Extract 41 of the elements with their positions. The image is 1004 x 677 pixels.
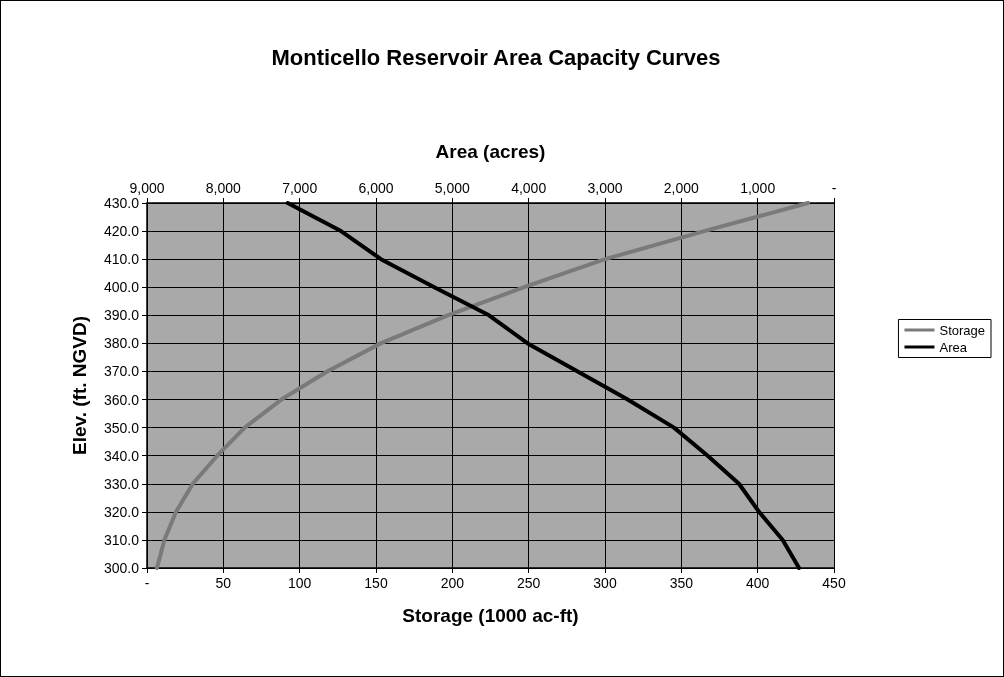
x-tick-label: - [144,575,150,591]
chart-title: Monticello Reservoir Area Capacity Curves [271,44,721,70]
y-tick-label: 320.0 [103,503,140,520]
y-axis-title: Elev. (ft. NGVD) [69,316,90,455]
y-tick-label: 390.0 [103,307,140,324]
y-tick-label: 350.0 [103,419,140,436]
y-tick-label: 420.0 [103,223,140,240]
x2-axis-title: Area (acres) [435,141,546,162]
x-tick-label: 100 [287,575,312,591]
x-tick-label: 200 [440,575,465,591]
y-tick-label: 380.0 [103,335,140,352]
y-tick-label: 360.0 [103,391,140,408]
legend-label: Area [939,339,968,355]
x2-tick-label: 7,000 [282,180,318,196]
x2-tick-label: 1,000 [740,180,776,196]
x-tick-label: 300 [593,575,617,591]
x-tick-label: 250 [516,575,541,591]
x2-tick-label: 6,000 [358,180,394,196]
x2-tick-label: 2,000 [663,180,700,196]
x2-tick-label: 9,000 [129,180,165,196]
y-tick-label: 370.0 [103,363,140,380]
y-tick-label: 310.0 [103,531,140,548]
y-tick-label: 400.0 [103,279,140,296]
x-axis-title: Storage (1000 ac-ft) [402,605,579,626]
y-tick-label: 410.0 [103,251,140,268]
x-tick-label: 50 [215,575,232,591]
line-series [154,201,811,570]
y-tick-label: 430.0 [103,195,140,211]
x-tick-label: 150 [364,575,388,591]
y-tick-label: 300.0 [103,560,140,576]
y-tick-label: 340.0 [103,447,140,464]
x2-tick-label: 3,000 [587,180,623,196]
x2-tick-label: 8,000 [205,180,242,196]
x-tick-label: 400 [745,575,770,591]
x-tick-label: 350 [669,575,694,591]
x2-tick-label: - [831,180,837,196]
legend-label: Storage [939,322,986,338]
y-tick-label: 330.0 [103,475,140,492]
x2-tick-label: 4,000 [511,180,547,196]
x2-tick-label: 5,000 [434,180,471,196]
x-tick-label: 450 [822,575,846,591]
